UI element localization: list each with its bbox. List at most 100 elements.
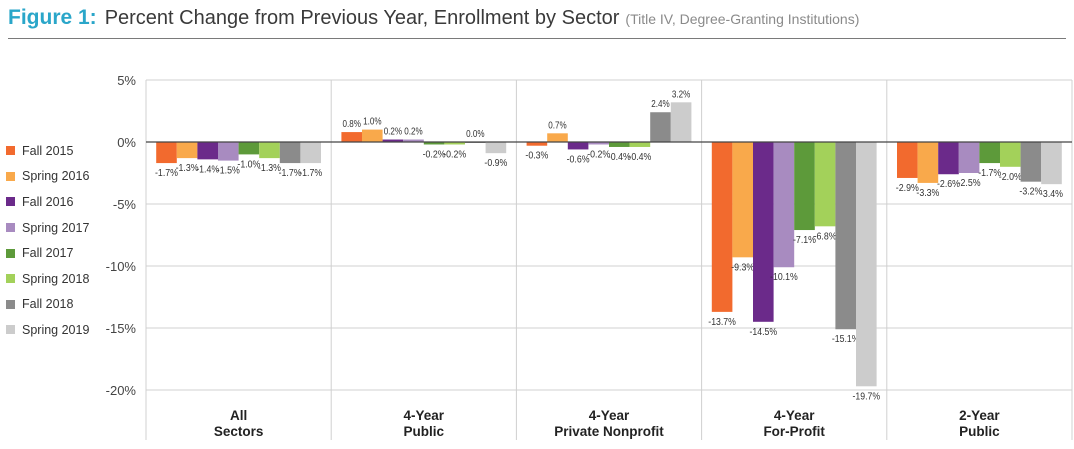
bar xyxy=(382,139,404,142)
data-label: 0.2% xyxy=(384,127,402,138)
data-label: -2.0% xyxy=(999,172,1022,183)
y-tick-label: -10% xyxy=(106,259,137,274)
bar xyxy=(773,142,795,268)
legend-item: Fall 2015 xyxy=(6,138,121,164)
data-label: -0.4% xyxy=(608,152,631,163)
legend-label: Fall 2015 xyxy=(22,143,74,158)
bar xyxy=(794,142,815,231)
data-label: -2.9% xyxy=(896,183,919,194)
bar xyxy=(423,142,445,145)
bar xyxy=(650,112,671,142)
legend-item: Fall 2017 xyxy=(6,240,121,266)
bar xyxy=(403,139,424,142)
x-category-label: All xyxy=(230,408,247,423)
chart-header: Figure 1: Percent Change from Previous Ye… xyxy=(8,6,1066,36)
bar xyxy=(156,142,177,164)
bar xyxy=(958,142,980,173)
data-label: -0.6% xyxy=(567,154,590,165)
data-label: 3.2% xyxy=(672,89,690,100)
legend-label: Spring 2018 xyxy=(22,271,90,286)
bar xyxy=(176,142,198,159)
data-label: -14.5% xyxy=(750,327,778,338)
legend-item: Spring 2016 xyxy=(6,164,121,190)
data-label: -1.7% xyxy=(279,168,302,179)
bar xyxy=(753,142,774,322)
data-label: -7.1% xyxy=(793,235,816,246)
data-label: -0.3% xyxy=(525,151,548,162)
x-category-label: 4-Year xyxy=(589,408,630,423)
legend-item: Spring 2019 xyxy=(6,317,121,343)
chart-title: Percent Change from Previous Year, Enrol… xyxy=(104,7,620,29)
bar xyxy=(732,142,753,258)
bar xyxy=(300,142,321,164)
x-category-label: 2-Year xyxy=(959,408,1000,423)
bar xyxy=(1020,142,1042,182)
data-label: -2.5% xyxy=(958,178,981,189)
data-label: -19.7% xyxy=(853,391,881,402)
x-category-label: Sectors xyxy=(214,424,264,439)
data-label: 0.0% xyxy=(466,129,484,140)
bar xyxy=(526,142,548,146)
y-tick-label: 0% xyxy=(117,135,136,150)
legend-swatch xyxy=(6,274,15,284)
legend-label: Spring 2017 xyxy=(22,220,90,235)
legend-label: Fall 2017 xyxy=(22,246,74,261)
y-tick-label: 5% xyxy=(117,73,136,88)
bar xyxy=(362,129,383,142)
bar xyxy=(856,142,877,387)
y-tick-label: -15% xyxy=(106,321,137,336)
bar xyxy=(218,142,239,161)
bar xyxy=(259,142,280,159)
bar xyxy=(609,142,630,147)
legend-item: Fall 2016 xyxy=(6,189,121,215)
data-label: -1.5% xyxy=(217,166,240,177)
legend-item: Fall 2018 xyxy=(6,292,121,318)
data-label: -1.7% xyxy=(299,168,322,179)
data-label: -2.6% xyxy=(937,179,960,190)
data-label: -1.0% xyxy=(237,159,260,170)
chart-subtitle: (Title IV, Degree-Granting Institutions) xyxy=(625,11,860,27)
legend-swatch xyxy=(6,325,15,335)
x-category-label: 4-Year xyxy=(774,408,815,423)
data-label: -3.2% xyxy=(1019,187,1042,198)
bar xyxy=(917,142,939,183)
x-category-label: Public xyxy=(404,424,445,439)
legend-swatch xyxy=(6,299,15,309)
x-category-label: For-Profit xyxy=(763,424,825,439)
data-label: -9.3% xyxy=(731,262,754,273)
bar xyxy=(341,132,362,142)
data-label: -1.3% xyxy=(176,163,199,174)
legend-label: Fall 2016 xyxy=(22,194,74,209)
bar xyxy=(1041,142,1062,185)
bar xyxy=(567,142,589,150)
bar xyxy=(444,142,465,145)
bar xyxy=(814,142,836,227)
bar xyxy=(835,142,856,330)
bar xyxy=(197,142,218,160)
bar xyxy=(485,142,507,154)
bar xyxy=(279,142,301,164)
legend-label: Fall 2018 xyxy=(22,297,74,312)
data-label: -13.7% xyxy=(708,317,736,328)
legend-swatch xyxy=(6,197,15,207)
legend-swatch xyxy=(6,171,15,181)
data-label: 0.8% xyxy=(343,119,361,130)
legend-swatch xyxy=(6,146,15,156)
x-category-label: Private Nonprofit xyxy=(554,424,664,439)
bar xyxy=(238,142,260,155)
data-label: -1.4% xyxy=(196,164,219,175)
data-label: -10.1% xyxy=(770,272,798,283)
x-category-label: 4-Year xyxy=(404,408,445,423)
legend-item: Spring 2018 xyxy=(6,266,121,292)
legend-swatch xyxy=(6,223,15,233)
bar xyxy=(897,142,918,178)
data-label: -0.2% xyxy=(443,149,466,160)
y-tick-label: -20% xyxy=(106,383,137,398)
bar xyxy=(979,142,1000,164)
bar xyxy=(938,142,959,175)
legend-item: Spring 2017 xyxy=(6,215,121,241)
bar xyxy=(1000,142,1021,167)
bar xyxy=(588,142,609,145)
y-tick-label: -5% xyxy=(113,197,137,212)
